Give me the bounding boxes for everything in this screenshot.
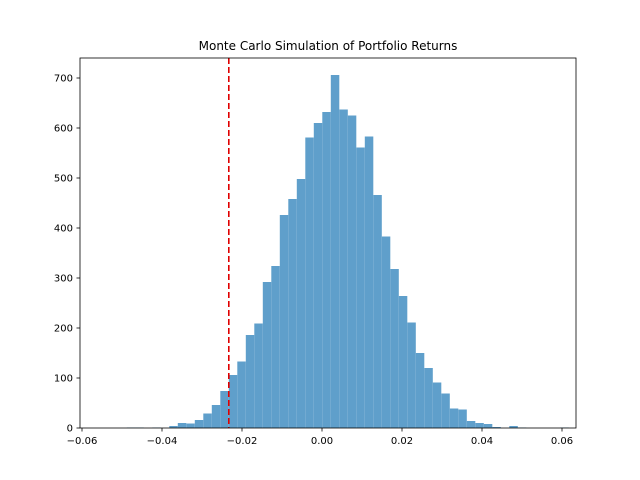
- histogram-bar: [492, 427, 501, 428]
- y-tick-label: 400: [54, 224, 73, 235]
- y-tick-label: 500: [54, 174, 73, 185]
- histogram-bar: [356, 147, 365, 428]
- x-tick-label: 0.02: [391, 436, 413, 447]
- histogram-bar: [220, 391, 229, 428]
- histogram-bar: [203, 413, 212, 428]
- x-axis: −0.06 −0.04 −0.02 0.00 0.02 0.04 0.06: [67, 428, 573, 447]
- histogram-bar: [245, 335, 255, 428]
- x-tick-label: −0.02: [227, 436, 258, 447]
- y-tick-label: 600: [54, 124, 73, 135]
- histogram-bar: [483, 424, 493, 428]
- histogram-bar: [271, 266, 280, 428]
- histogram-bar: [390, 269, 399, 428]
- histogram-bar: [237, 361, 246, 428]
- histogram-bar: [330, 75, 340, 428]
- x-tick-label: −0.06: [67, 436, 98, 447]
- histogram-bar: [313, 123, 323, 428]
- histogram-bar: [186, 423, 195, 428]
- y-tick-label: 0: [67, 424, 73, 435]
- y-axis: 0 100 200 300 400 500 600 700: [54, 74, 80, 435]
- y-tick-label: 200: [54, 324, 73, 335]
- histogram-bar: [509, 426, 518, 428]
- histogram-bar: [347, 115, 357, 428]
- x-tick-label: 0.04: [471, 436, 493, 447]
- histogram-bar: [441, 393, 450, 428]
- histogram-bar: [262, 282, 272, 428]
- histogram-bar: [475, 423, 484, 428]
- x-tick-label: 0.00: [311, 436, 333, 447]
- histogram-bar: [288, 199, 297, 428]
- histogram-bar: [296, 179, 306, 428]
- histogram-bar: [177, 423, 187, 428]
- chart-title: Monte Carlo Simulation of Portfolio Retu…: [199, 39, 458, 53]
- histogram-bar: [424, 368, 433, 428]
- histogram-bar: [449, 408, 459, 428]
- histogram-bar: [279, 215, 289, 428]
- histogram-bar: [322, 112, 331, 428]
- histogram-bar: [339, 109, 348, 428]
- y-tick-label: 100: [54, 374, 73, 385]
- histogram-bar: [364, 136, 374, 428]
- plot-frame: [79, 57, 577, 429]
- histogram-bar: [211, 405, 221, 428]
- histogram-bars: [126, 75, 569, 428]
- x-tick-label: 0.06: [551, 436, 573, 447]
- histogram-bar: [254, 323, 263, 428]
- histogram-bar: [407, 322, 416, 428]
- histogram-bar: [458, 409, 467, 428]
- y-tick-label: 700: [54, 74, 73, 85]
- histogram-bar: [381, 236, 391, 428]
- histogram-bar: [432, 382, 442, 428]
- histogram-bar: [398, 296, 408, 428]
- histogram-bar: [415, 353, 425, 428]
- y-tick-label: 300: [54, 274, 73, 285]
- histogram-bar: [194, 420, 204, 428]
- histogram-bar: [466, 421, 476, 428]
- histogram-bar: [169, 426, 178, 428]
- histogram-bar: [305, 137, 314, 428]
- x-tick-label: −0.04: [147, 436, 178, 447]
- histogram-bar: [228, 375, 238, 428]
- histogram-bar: [373, 195, 382, 428]
